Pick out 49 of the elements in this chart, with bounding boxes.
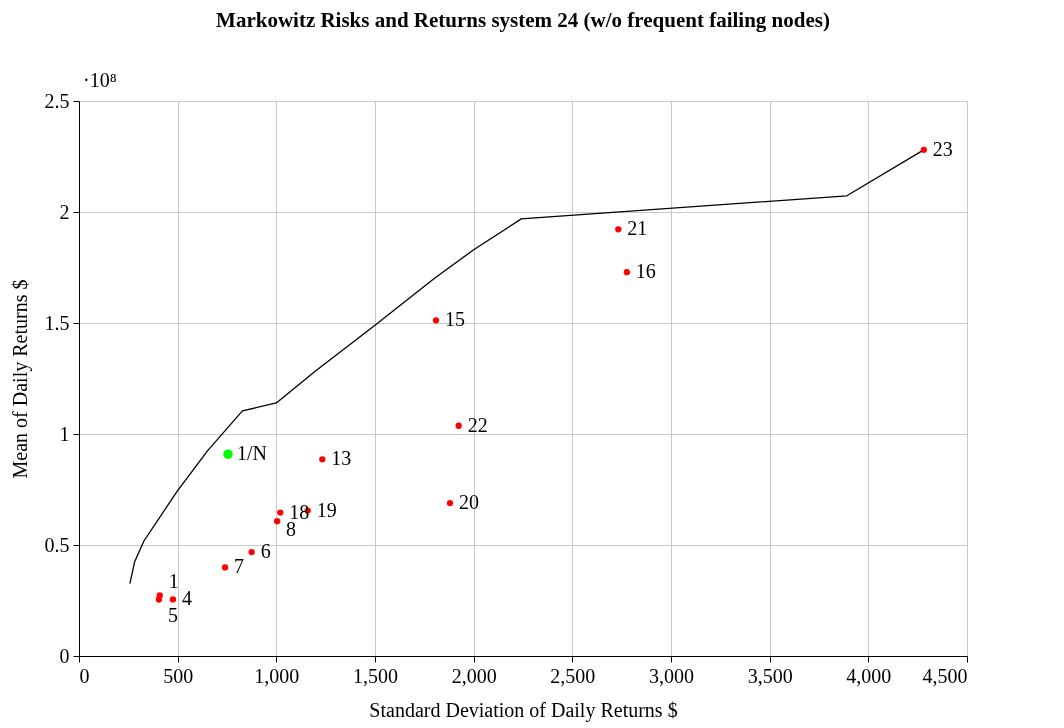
annotation: 16 — [635, 260, 656, 283]
point — [169, 596, 177, 603]
x-tick-label: 4,000 — [846, 664, 892, 687]
x-tick-label: 0 — [79, 664, 90, 687]
x-tick-label: 2,500 — [550, 664, 596, 687]
x-axis-title: Standard Deviation of Daily Returns $ — [369, 698, 678, 722]
x-tick-label: 500 — [163, 664, 194, 687]
x-tick-label: 1,500 — [353, 664, 398, 687]
text: ·10⁸ — [83, 69, 117, 91]
point — [277, 509, 284, 516]
y-tick-label: 1.5 — [44, 311, 70, 334]
x-tick-label: 1,000 — [254, 664, 300, 687]
point — [623, 269, 630, 276]
point — [446, 499, 454, 507]
point — [432, 317, 440, 324]
annotation: 18 — [289, 500, 310, 523]
point — [273, 518, 281, 525]
annotation: 13 — [331, 447, 352, 470]
annotation: 19 — [316, 498, 337, 521]
chart-title: Markowitz Risks and Returns system 24 (w/o frequent failing nodes) — [216, 8, 830, 32]
y-tick-label: 2 — [59, 200, 70, 223]
annotation: 22 — [467, 413, 488, 436]
annotation: 4 — [181, 587, 192, 610]
x-tick-label: 3,000 — [649, 664, 694, 687]
annotation: 6 — [260, 540, 271, 563]
point — [615, 226, 622, 233]
annotation: 20 — [458, 491, 479, 514]
x-tick-label: 4,500 — [922, 664, 968, 687]
x-tick-label: 2,000 — [451, 664, 497, 687]
annotation: 15 — [444, 308, 465, 331]
point — [920, 146, 927, 153]
annotation: 23 — [932, 137, 953, 160]
y-tick-label: 0.5 — [44, 533, 70, 556]
annotation: 21 — [627, 217, 648, 240]
annotation: 1/N — [236, 442, 267, 465]
annotation: 1 — [168, 570, 179, 593]
point — [221, 564, 229, 571]
annotation: 5 — [167, 604, 178, 627]
point — [248, 548, 255, 556]
annotation: 7 — [234, 555, 245, 578]
y-tick-label: 2.5 — [44, 89, 70, 112]
point — [455, 422, 462, 429]
y-axis-title: Mean of Daily Returns $ — [8, 279, 32, 479]
point — [155, 596, 163, 603]
point — [319, 456, 326, 463]
x-tick-label: 3,500 — [747, 664, 793, 687]
point — [223, 449, 233, 459]
y-tick-label: 0 — [59, 644, 70, 667]
y-tick-label: 1 — [59, 422, 70, 445]
